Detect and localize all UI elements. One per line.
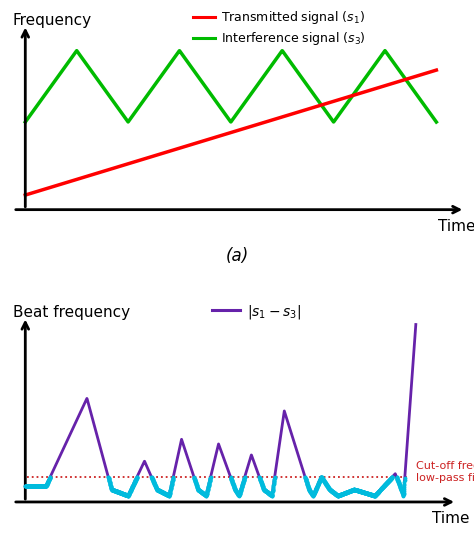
Text: Beat frequency: Beat frequency bbox=[13, 305, 130, 320]
Text: Cut-off frequency of
low-pass filter: Cut-off frequency of low-pass filter bbox=[416, 461, 474, 483]
Legend: $|s_1 - s_3|$: $|s_1 - s_3|$ bbox=[207, 297, 307, 326]
Text: Time: Time bbox=[438, 219, 474, 234]
Text: Frequency: Frequency bbox=[13, 13, 92, 28]
Text: Time: Time bbox=[432, 511, 470, 526]
Legend: Transmitted signal ($s_1$), Interference signal ($s_3$): Transmitted signal ($s_1$), Interference… bbox=[188, 4, 371, 52]
Text: (a): (a) bbox=[225, 247, 249, 265]
